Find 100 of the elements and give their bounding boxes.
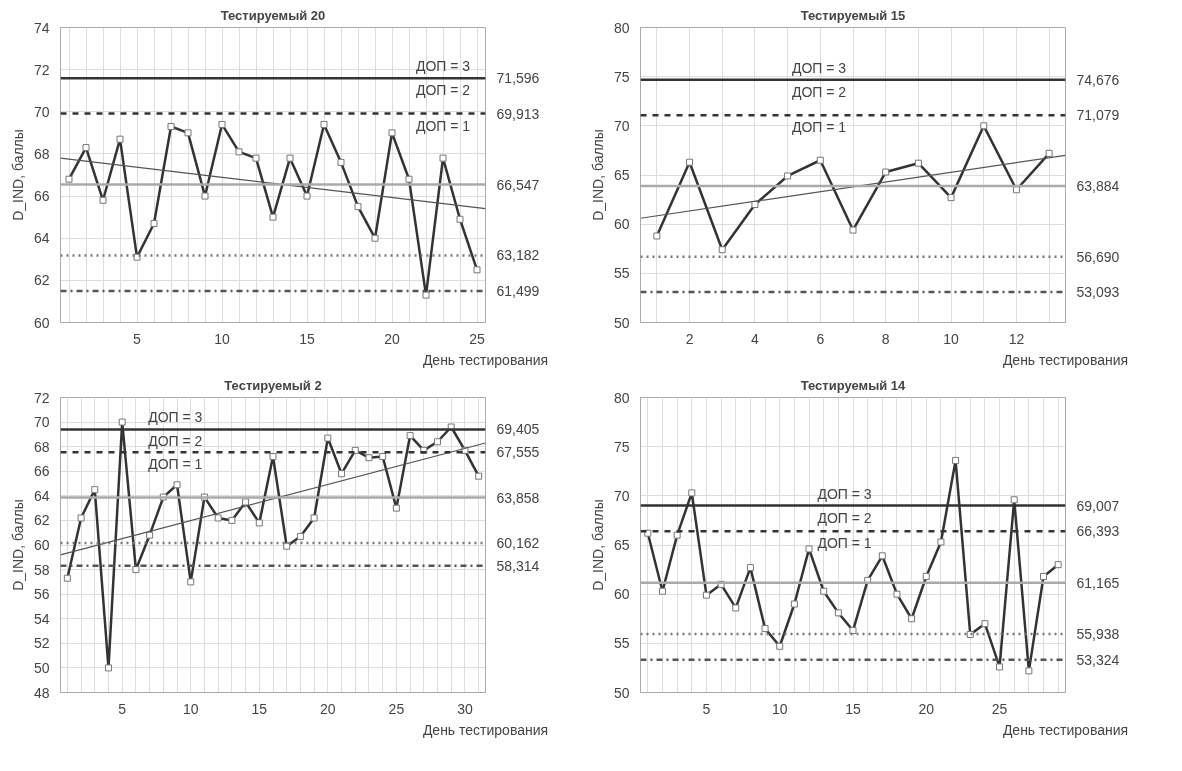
- x-tick-label: 5: [133, 330, 142, 347]
- y-tick-label: 48: [33, 684, 50, 701]
- y-tick-label: 64: [33, 487, 50, 504]
- ref-line-label: 61,165: [1076, 574, 1120, 591]
- ref-line-label: 56,690: [1076, 248, 1120, 265]
- annotation: ДОП = 1: [415, 117, 471, 134]
- ref-line-label: 53,324: [1076, 651, 1120, 668]
- x-tick-label: 20: [918, 700, 935, 717]
- x-tick-label: 10: [943, 330, 960, 347]
- x-tick-label: 12: [1008, 330, 1025, 347]
- x-tick-label: 30: [457, 700, 473, 717]
- y-tick-label: 65: [613, 167, 630, 183]
- y-tick-label: 50: [613, 314, 630, 331]
- x-axis-title: День тестирования: [422, 351, 549, 368]
- y-tick-label: 50: [33, 659, 50, 676]
- x-tick-label: 15: [251, 700, 268, 717]
- y-tick-label: 80: [613, 19, 630, 36]
- ref-line-label: 63,182: [496, 247, 540, 264]
- ref-line-label: 69,007: [1076, 497, 1120, 514]
- annotation: ДОП = 3: [791, 59, 847, 76]
- ref-line-label: 67,555: [496, 444, 540, 461]
- y-tick-label: 80: [613, 389, 630, 406]
- ref-line-label: 61,499: [496, 282, 540, 299]
- x-tick-label: 6: [816, 330, 825, 347]
- x-tick-label: 5: [702, 700, 711, 717]
- x-tick-label: 20: [384, 330, 400, 347]
- y-tick-label: 64: [33, 230, 50, 247]
- y-tick-label: 58: [33, 561, 50, 578]
- x-tick-label: 25: [991, 700, 1008, 717]
- x-tick-label: 25: [469, 330, 485, 347]
- x-tick-label: 15: [299, 330, 315, 347]
- y-axis-title: D_IND, баллы: [589, 129, 606, 221]
- y-axis-title: D_IND, баллы: [589, 499, 606, 591]
- annotation: ДОП = 2: [148, 433, 203, 450]
- ref-line-label: 63,858: [496, 489, 540, 506]
- x-tick-label: 10: [771, 700, 788, 717]
- y-tick-label: 66: [33, 188, 50, 205]
- y-tick-label: 55: [613, 635, 630, 652]
- annotation: ДОП = 3: [415, 58, 471, 75]
- y-tick-label: 70: [613, 487, 630, 504]
- ref-line-label: 74,676: [1076, 71, 1120, 88]
- ref-line-label: 66,547: [496, 176, 540, 193]
- ref-line-label: 66,393: [1076, 523, 1120, 540]
- y-tick-label: 66: [33, 463, 50, 480]
- y-tick-label: 50: [613, 684, 630, 701]
- y-tick-label: 68: [33, 145, 50, 162]
- ref-line-label: 71,596: [496, 70, 540, 87]
- annotation: ДОП = 1: [817, 535, 872, 552]
- x-tick-label: 8: [881, 330, 890, 347]
- ref-line-label: 69,405: [496, 421, 540, 438]
- ref-line-label: 71,079: [1076, 107, 1120, 124]
- y-tick-label: 75: [613, 438, 630, 455]
- y-tick-label: 60: [613, 586, 630, 603]
- y-tick-label: 60: [33, 314, 50, 331]
- y-axis-title: D_IND, баллы: [9, 129, 26, 221]
- annotation: ДОП = 3: [148, 409, 203, 426]
- x-tick-label: 10: [214, 330, 230, 347]
- annotation: ДОП = 1: [791, 119, 847, 136]
- annotation: ДОП = 3: [817, 485, 872, 502]
- y-tick-label: 60: [613, 216, 630, 233]
- ref-line-label: 69,913: [496, 105, 540, 122]
- x-tick-label: 15: [845, 700, 861, 717]
- y-tick-label: 75: [613, 68, 630, 85]
- y-tick-label: 72: [33, 61, 50, 78]
- x-tick-label: 25: [388, 700, 405, 717]
- y-tick-label: 55: [613, 265, 630, 282]
- y-tick-label: 62: [33, 272, 50, 289]
- ref-line-label: 60,162: [496, 535, 540, 552]
- ref-line-label: 55,938: [1076, 626, 1120, 643]
- annotation: ДОП = 1: [148, 456, 203, 473]
- ref-line-label: 63,884: [1076, 177, 1120, 194]
- chart-title: Тестируемый 14: [800, 377, 907, 393]
- x-tick-label: 4: [751, 330, 760, 347]
- y-tick-label: 70: [33, 103, 50, 120]
- annotation: ДОП = 2: [817, 509, 872, 526]
- chart-title: Тестируемый 20: [220, 7, 326, 23]
- ref-line-label: 58,314: [496, 557, 540, 574]
- y-tick-label: 70: [613, 117, 630, 134]
- y-tick-label: 74: [33, 19, 50, 36]
- y-tick-label: 60: [33, 537, 50, 553]
- chart-title: Тестируемый 2: [224, 377, 322, 393]
- ref-line-label: 53,093: [1076, 284, 1120, 301]
- y-tick-label: 72: [33, 389, 50, 406]
- x-axis-title: День тестирования: [422, 721, 549, 738]
- y-tick-label: 56: [33, 586, 50, 603]
- x-axis-title: День тестирования: [1002, 721, 1129, 738]
- y-tick-label: 70: [33, 414, 50, 431]
- x-axis-title: День тестирования: [1002, 351, 1129, 368]
- x-tick-label: 2: [685, 330, 694, 347]
- y-tick-label: 62: [33, 512, 50, 529]
- y-tick-label: 68: [33, 438, 50, 455]
- x-tick-label: 5: [118, 700, 127, 717]
- x-tick-label: 10: [182, 700, 199, 717]
- annotation: ДОП = 2: [415, 82, 471, 99]
- y-axis-title: D_IND, баллы: [9, 499, 26, 591]
- y-tick-label: 54: [33, 610, 50, 627]
- chart-title: Тестируемый 15: [800, 7, 906, 23]
- annotation: ДОП = 2: [791, 83, 847, 100]
- y-tick-label: 52: [33, 635, 50, 652]
- y-tick-label: 65: [613, 537, 630, 553]
